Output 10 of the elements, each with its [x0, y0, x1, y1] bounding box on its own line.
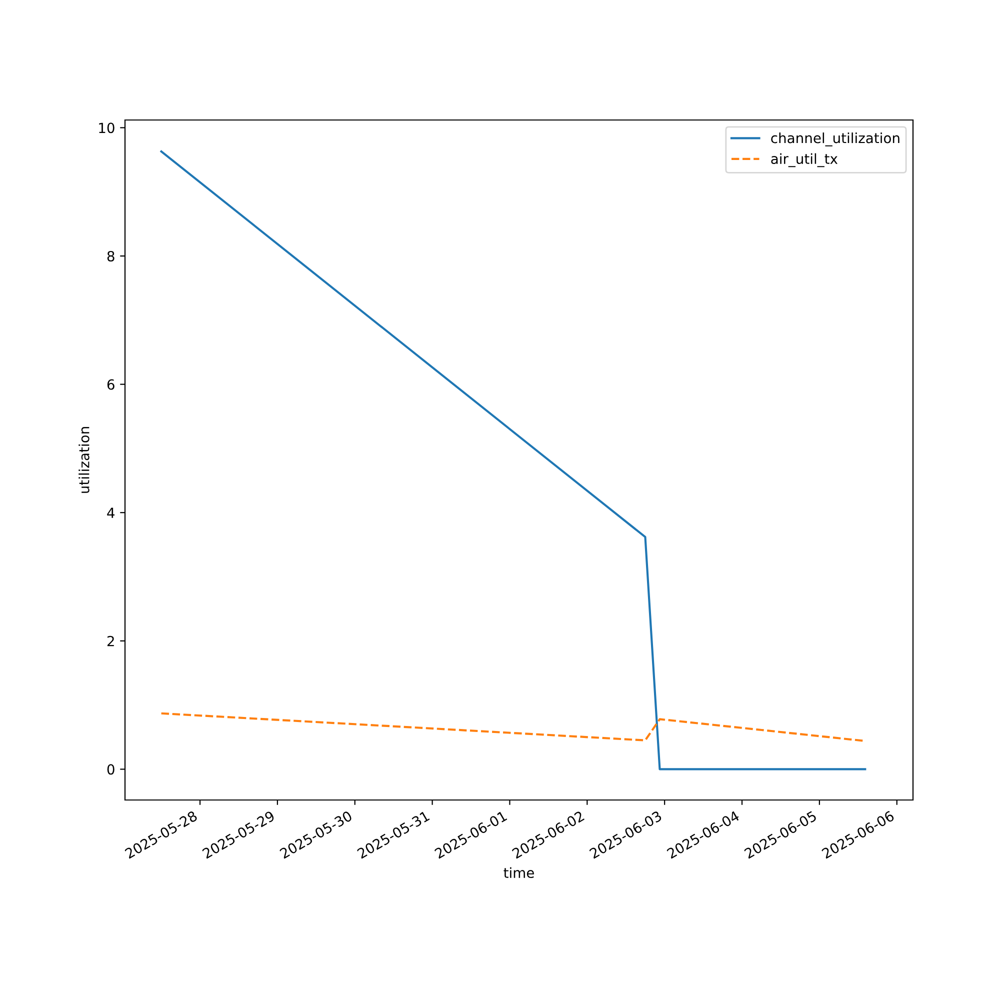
y-tick-label: 0	[107, 764, 114, 775]
y-tick-label: 2	[107, 636, 114, 646]
y-tick-label: 10	[99, 122, 114, 134]
y-tick-label: 6	[107, 379, 114, 390]
y-axis-title: utilization	[78, 427, 90, 493]
legend-label: air_util_tx	[771, 153, 838, 168]
legend-label: channel_utilization	[771, 132, 900, 146]
x-axis-title: time	[504, 867, 534, 878]
y-tick-label: 4	[107, 508, 114, 518]
y-tick-label: 8	[107, 250, 114, 262]
